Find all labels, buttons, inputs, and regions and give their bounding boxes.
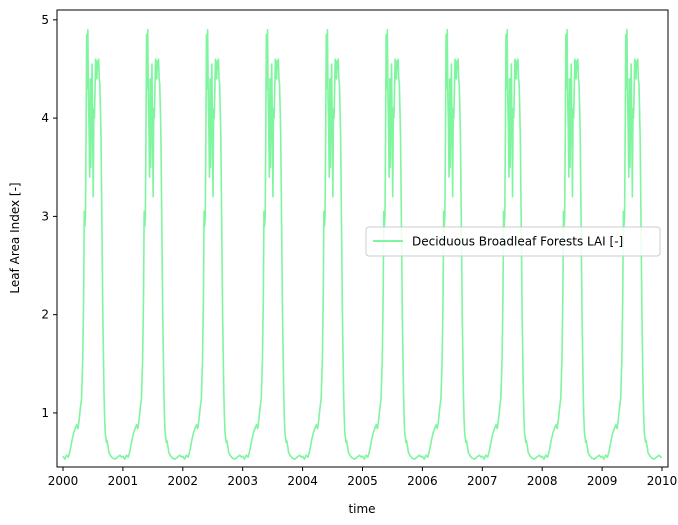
- legend-label: Deciduous Broadleaf Forests LAI [-]: [412, 235, 623, 249]
- x-tick-label: 2010: [647, 474, 678, 488]
- x-tick-label: 2003: [227, 474, 258, 488]
- x-tick-label: 2004: [287, 474, 318, 488]
- x-tick-label: 2002: [168, 474, 199, 488]
- x-axis-label: time: [348, 502, 375, 516]
- x-axis-ticks: 2000 2001 2002 2003 2004 2005 2006 2007 2008 2009…: [48, 467, 678, 488]
- x-tick-label: 2001: [108, 474, 139, 488]
- x-tick-label: 2005: [347, 474, 378, 488]
- y-tick-label: 5: [41, 13, 49, 27]
- lai-series-line: [62, 28, 663, 460]
- y-tick-label: 1: [41, 406, 49, 420]
- y-tick-label: 2: [41, 308, 49, 322]
- series-layer: [62, 28, 663, 460]
- x-tick-label: 2000: [48, 474, 79, 488]
- x-tick-label: 2009: [587, 474, 618, 488]
- legend: Deciduous Broadleaf Forests LAI [-]: [365, 226, 661, 257]
- x-tick-label: 2006: [407, 474, 438, 488]
- x-tick-label: 2007: [467, 474, 498, 488]
- y-tick-label: 4: [41, 111, 49, 125]
- x-tick-label: 2008: [527, 474, 558, 488]
- y-axis-ticks: 1 2 3 4 5: [41, 13, 57, 420]
- y-tick-label: 3: [41, 209, 49, 223]
- legend-box: [365, 226, 661, 257]
- y-axis-label: Leaf Area Index [-]: [8, 182, 22, 293]
